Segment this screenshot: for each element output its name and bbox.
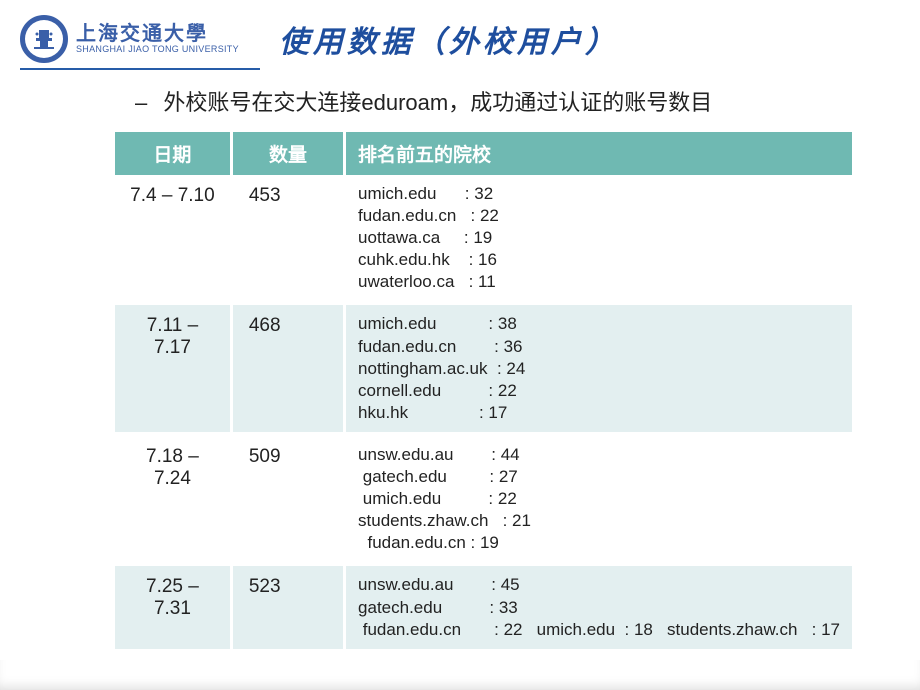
cell-count: 509 bbox=[231, 434, 344, 564]
table-row: 7.25 – 7.31523unsw.edu.au : 45 gatech.ed… bbox=[115, 564, 854, 650]
slide-header: 上海交通大學 SHANGHAI JIAO TONG UNIVERSITY 使用数… bbox=[0, 0, 920, 68]
cell-schools: umich.edu : 38 fudan.edu.cn : 36 notting… bbox=[345, 303, 854, 433]
cell-schools: unsw.edu.au : 45 gatech.edu : 33 fudan.e… bbox=[345, 564, 854, 650]
col-header-schools: 排名前五的院校 bbox=[345, 132, 854, 175]
cell-date: 7.18 – 7.24 bbox=[115, 434, 231, 564]
subtitle-text: 外校账号在交大连接eduroam，成功通过认证的账号数目 bbox=[163, 90, 712, 115]
table-row: 7.18 – 7.24509unsw.edu.au : 44 gatech.ed… bbox=[115, 434, 854, 564]
cell-count: 453 bbox=[231, 175, 344, 303]
bottom-shadow bbox=[0, 660, 920, 690]
data-table-wrap: 日期 数量 排名前五的院校 7.4 – 7.10453umich.edu : 3… bbox=[0, 132, 920, 653]
cell-count: 523 bbox=[231, 564, 344, 650]
bullet-dash: – bbox=[135, 90, 147, 115]
university-name-en: SHANGHAI JIAO TONG UNIVERSITY bbox=[76, 45, 239, 55]
cell-date: 7.4 – 7.10 bbox=[115, 175, 231, 303]
subtitle-row: – 外校账号在交大连接eduroam，成功通过认证的账号数目 bbox=[0, 85, 920, 117]
table-body: 7.4 – 7.10453umich.edu : 32 fudan.edu.cn… bbox=[115, 175, 854, 651]
usage-data-table: 日期 数量 排名前五的院校 7.4 – 7.10453umich.edu : 3… bbox=[115, 132, 855, 653]
col-header-count: 数量 bbox=[231, 132, 344, 175]
slide-title: 使用数据（外校用户） bbox=[279, 17, 619, 61]
table-header-row: 日期 数量 排名前五的院校 bbox=[115, 132, 854, 175]
cell-date: 7.25 – 7.31 bbox=[115, 564, 231, 650]
cell-schools: umich.edu : 32 fudan.edu.cn : 22 uottawa… bbox=[345, 175, 854, 303]
sjtu-logo-icon bbox=[20, 15, 68, 63]
cell-count: 468 bbox=[231, 303, 344, 433]
table-row: 7.11 – 7.17468umich.edu : 38 fudan.edu.c… bbox=[115, 303, 854, 433]
col-header-date: 日期 bbox=[115, 132, 231, 175]
cell-date: 7.11 – 7.17 bbox=[115, 303, 231, 433]
header-divider bbox=[20, 68, 900, 70]
university-logo-area: 上海交通大學 SHANGHAI JIAO TONG UNIVERSITY bbox=[20, 15, 239, 63]
university-name: 上海交通大學 SHANGHAI JIAO TONG UNIVERSITY bbox=[76, 23, 239, 55]
table-row: 7.4 – 7.10453umich.edu : 32 fudan.edu.cn… bbox=[115, 175, 854, 303]
university-name-cn: 上海交通大學 bbox=[76, 23, 239, 45]
cell-schools: unsw.edu.au : 44 gatech.edu : 27 umich.e… bbox=[345, 434, 854, 564]
